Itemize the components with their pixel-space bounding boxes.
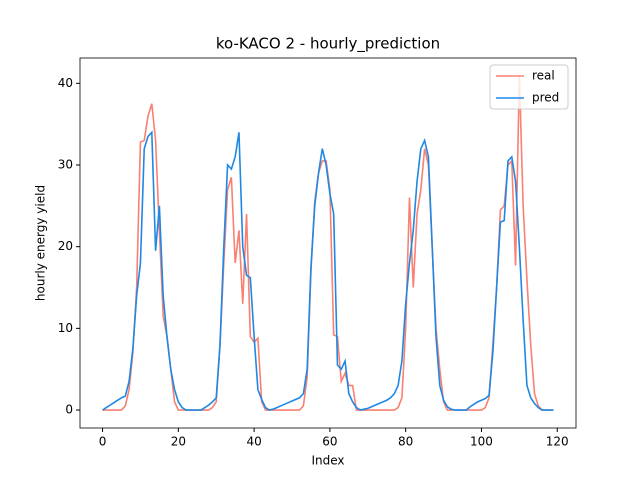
x-tick-label: 40 (246, 435, 261, 449)
y-tick-label: 40 (58, 76, 73, 90)
x-tick-label: 80 (398, 435, 413, 449)
x-tick-label: 100 (470, 435, 493, 449)
y-tick-label: 20 (58, 239, 73, 253)
x-tick-label: 120 (546, 435, 569, 449)
y-tick-label: 30 (58, 157, 73, 171)
x-axis-label: Index (311, 454, 344, 468)
x-tick-label: 0 (99, 435, 107, 449)
y-axis-label: hourly energy yield (34, 185, 48, 301)
line-series (102, 130, 554, 411)
y-tick-label: 0 (65, 403, 73, 417)
x-tick-label: 60 (322, 435, 337, 449)
legend-label: real (532, 69, 555, 83)
chart-title: ko-KACO 2 - hourly_prediction (216, 35, 440, 54)
y-tick-label: 10 (58, 321, 73, 335)
x-tick-label: 20 (171, 435, 186, 449)
legend-label: pred (532, 91, 559, 105)
axes-frame (79, 57, 577, 429)
